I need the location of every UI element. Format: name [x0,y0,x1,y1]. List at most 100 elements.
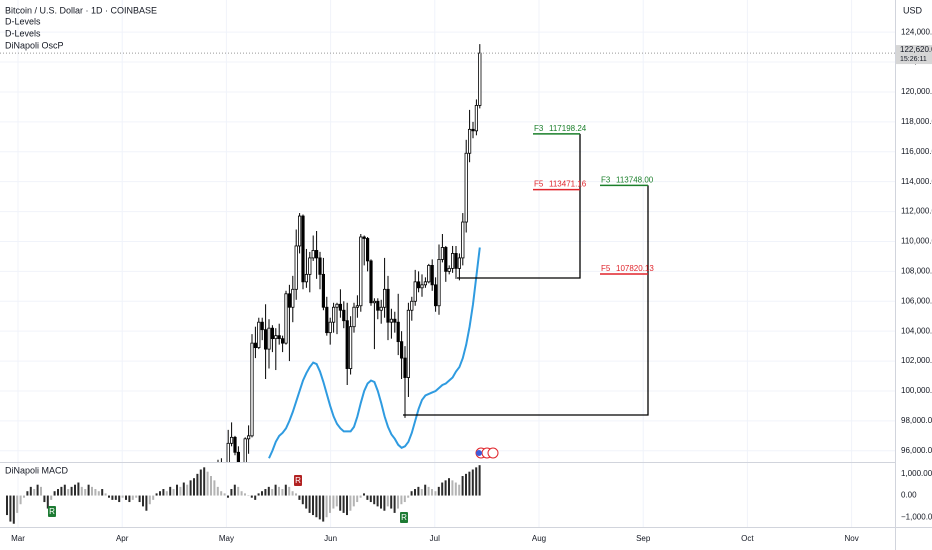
candle-body [217,470,219,480]
macd-bar [70,486,73,496]
macd-bar [77,482,80,496]
macd-bar [308,495,311,513]
candle-body [253,342,257,349]
candle-body [359,236,363,307]
candle-body [454,253,458,269]
macd-bar [284,484,287,496]
candle-body [331,306,336,323]
macd-bar [475,467,478,496]
candle-body [420,284,424,289]
candle-body [355,305,360,308]
candle-body [280,338,285,344]
candle-body [348,326,353,369]
macd-bar [182,482,185,496]
macd-title: DiNapoli MACD [5,465,69,475]
macd-bar [63,484,66,496]
candle-body [246,435,251,440]
macd-bar [325,495,328,518]
macd-tick-label: 1,000.00 [901,469,932,478]
macd-bar [223,493,226,496]
macd-bar [203,467,206,496]
candle-body [369,260,373,304]
macd-bar [80,486,83,496]
macd-bar [125,495,127,500]
macd-bar [23,495,25,498]
macd-bar [257,493,260,496]
macd-bar [131,495,134,500]
macd-bar [427,486,430,496]
candle-body [335,303,339,308]
candle-body [406,309,411,378]
macd-bar [237,486,240,496]
candle-body [291,288,295,308]
macd-bar [465,473,467,496]
macd-bar [155,493,158,496]
macd-pane [6,465,481,524]
macd-bar [189,480,192,496]
macd-bar [9,495,12,522]
macd-bar [281,489,284,496]
signal-label: R [295,476,301,485]
candle-body [372,300,377,304]
macd-bar [148,495,151,505]
x-tick-label: Mar [11,534,25,543]
macd-bar [298,495,301,500]
macd-bar [295,493,297,496]
macd-bar [437,486,440,496]
candle-body [478,52,482,106]
macd-bar [26,491,29,496]
macd-bar [186,484,189,496]
candle-body [457,257,462,269]
candle-body [376,300,380,311]
indicator-label: D-Levels [5,16,41,26]
candle-body [433,284,438,307]
x-tick-label: May [219,534,234,543]
macd-bar [94,489,97,496]
macd-bar [233,484,236,496]
macd-bar [176,484,178,496]
macd-bar [101,489,104,496]
y-tick-label: 108,000.00 [901,266,932,275]
macd-bar [451,480,454,496]
macd-bar [210,476,212,496]
macd-bar [67,489,70,496]
macd-bar [152,495,155,500]
macd-bar [264,489,267,496]
macd-bar [43,495,46,503]
signal-label: R [49,507,55,516]
y-tick-label: 100,000.00 [901,386,932,395]
macd-bar [305,495,308,509]
candle-body [243,438,247,462]
candle-body [224,476,226,477]
macd-bar [193,478,195,496]
macd-bar [342,495,345,513]
macd-bar [376,495,379,507]
candle-body [389,318,394,323]
level-connector [403,185,649,416]
macd-bar [363,493,365,496]
candle-body [461,221,465,259]
macd-bar [16,495,19,513]
macd-bar [104,493,107,496]
candle-body [274,335,278,340]
candle-body [301,215,305,283]
macd-bar [332,495,335,509]
candle-body [321,273,326,308]
macd-bar [46,495,49,509]
macd-bar [397,495,399,509]
candle-body [474,105,479,132]
event-icon[interactable] [475,447,499,459]
x-tick-label: Oct [741,534,754,543]
macd-bar [380,495,382,509]
candle-body [379,306,383,311]
macd-bar [346,495,348,516]
level-value: 113471.16 [549,180,587,189]
candle-body [467,128,472,154]
macd-bar [318,495,321,520]
candle-body [241,470,243,476]
macd-bar [403,495,406,503]
macd-bar [165,491,168,496]
macd-bar [274,484,277,496]
x-tick-label: Apr [116,534,129,543]
macd-bar [448,478,450,496]
